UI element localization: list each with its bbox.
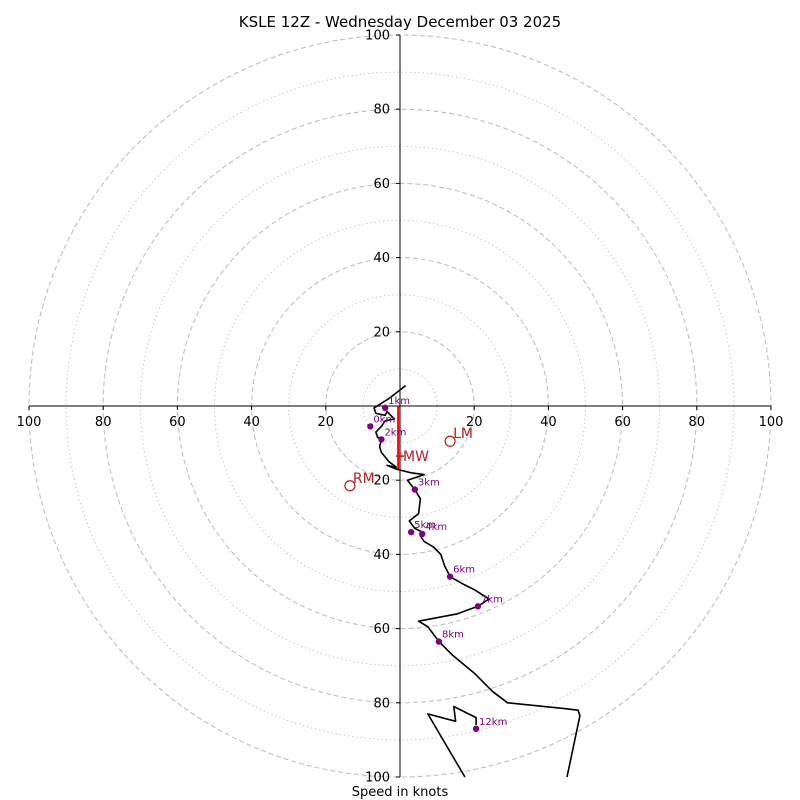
y-tick-label: 80 — [373, 103, 390, 118]
x-tick-label: 80 — [689, 415, 706, 430]
tick-labels: 100 100 100 100 80 80 80 80 60 60 60 60 40 40 40 40 20 20… — [17, 29, 784, 786]
height-marker-dot — [407, 528, 415, 536]
height-marker-label: 3km — [418, 477, 440, 488]
height-marker-label: 6km — [453, 565, 475, 576]
height-marker-dot — [472, 725, 480, 732]
y-tick-label: 20 — [373, 474, 390, 489]
x-tick-label: 40 — [540, 415, 557, 430]
storm-motion-lm-label: LM — [453, 426, 473, 442]
height-marker-label: 1km — [388, 396, 410, 407]
mean-wind-label: MW — [403, 449, 429, 465]
chart-title: KSLE 12Z - Wednesday December 03 2025 — [239, 13, 561, 31]
axes — [29, 35, 771, 777]
y-tick-label: 40 — [373, 251, 390, 266]
storm-motion-markers: RM LM MW — [344, 426, 473, 492]
height-marker-dot — [411, 486, 419, 493]
y-tick-label: 80 — [373, 696, 390, 711]
height-marker-dot — [474, 603, 482, 610]
height-marker-label: 4km — [425, 522, 447, 533]
height-marker-dot — [367, 423, 374, 430]
y-tick-label: 20 — [373, 325, 390, 340]
x-tick-label: 80 — [95, 415, 112, 430]
height-marker-label: 5km — [414, 520, 436, 531]
y-tick-label: 60 — [373, 177, 390, 192]
height-marker-label: 0km — [373, 414, 395, 425]
x-tick-label: 60 — [169, 415, 186, 430]
x-tick-label: 20 — [466, 415, 483, 430]
x-tick-label: 20 — [318, 415, 335, 430]
y-tick-label: 60 — [373, 622, 390, 637]
hodograph-trace — [373, 384, 581, 778]
storm-motion-rm-label: RM — [353, 471, 375, 487]
height-marker-label: 8km — [442, 630, 464, 641]
height-marker-label: 2km — [384, 427, 406, 438]
height-marker-dot — [378, 436, 385, 443]
storm-motion-lm-marker — [444, 435, 456, 447]
hodograph-trace-group — [373, 384, 581, 778]
y-tick-label: 100 — [365, 771, 390, 786]
hodograph-trace-upper — [426, 705, 477, 778]
x-tick-label: 100 — [759, 415, 784, 430]
height-marker-label: 12km — [479, 717, 507, 728]
storm-motion-rm-marker — [344, 480, 356, 492]
y-tick-label: 40 — [373, 548, 390, 563]
x-tick-label: 100 — [17, 415, 42, 430]
height-marker-dot — [446, 573, 454, 580]
height-marker-dot — [419, 530, 426, 538]
height-marker-dot — [381, 404, 389, 412]
x-tick-label: 40 — [243, 415, 260, 430]
x-tick-label: 60 — [614, 415, 631, 430]
height-marker-dot — [435, 638, 443, 645]
x-axis-label: Speed in knots — [352, 785, 449, 800]
y-tick-label: 100 — [365, 29, 390, 44]
height-marker-label: 7km — [481, 594, 503, 605]
